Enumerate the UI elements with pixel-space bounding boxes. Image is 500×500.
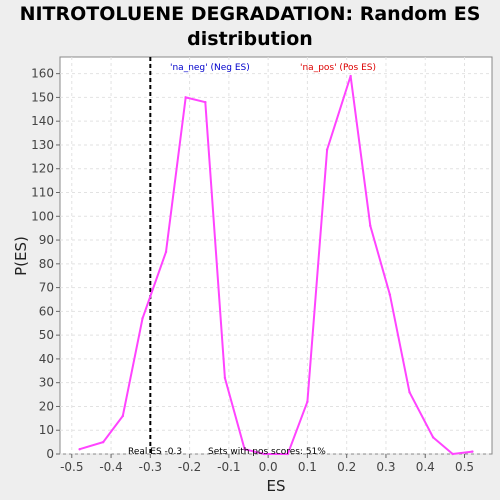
series-point	[165, 251, 167, 253]
y-tick-label: 20	[39, 399, 54, 413]
series-point	[78, 448, 80, 450]
x-tick-label: -0.3	[139, 460, 162, 474]
y-tick-label: 30	[39, 376, 54, 390]
series-point	[204, 101, 206, 103]
y-tick-label: 70	[39, 281, 54, 295]
series-point	[452, 453, 454, 455]
series-point	[184, 96, 186, 98]
x-axis-ticks: -0.5 -0.4 -0.3 -0.2 -0.1 0.0 0.1 0.2 0.3 0.4 0.5	[60, 454, 474, 474]
series-point	[141, 317, 143, 319]
x-tick-label: -0.1	[217, 460, 240, 474]
y-axis-label: P(ES)	[12, 236, 30, 276]
pos-scores-label: Sets with pos scores: 51%	[208, 447, 326, 457]
y-tick-label: 130	[31, 138, 54, 152]
x-tick-label: 0.3	[376, 460, 395, 474]
y-tick-label: 0	[46, 447, 54, 461]
real-es-label: Real ES -0.3	[128, 447, 182, 457]
x-tick-label: -0.4	[99, 460, 122, 474]
y-tick-label: 80	[39, 257, 54, 271]
y-tick-label: 100	[31, 209, 54, 223]
y-tick-label: 10	[39, 423, 54, 437]
y-axis-ticks: 0 10 20 30 40 50 60 70 80 90 100 110 120 130 140 150 160	[31, 67, 60, 461]
series-point	[349, 75, 351, 77]
x-axis-label: ES	[267, 477, 286, 495]
series-point	[224, 377, 226, 379]
y-tick-label: 50	[39, 328, 54, 342]
neg-label: 'na_neg' (Neg ES)	[170, 63, 250, 73]
pos-label: 'na_pos' (Pos ES)	[300, 63, 376, 73]
series-point	[122, 415, 124, 417]
series-point	[471, 450, 473, 452]
series-point	[389, 294, 391, 296]
plot-area	[60, 57, 492, 454]
x-tick-label: 0.4	[416, 460, 435, 474]
x-tick-label: 0.2	[337, 460, 356, 474]
series-point	[326, 149, 328, 151]
y-tick-label: 90	[39, 233, 54, 247]
series-point	[102, 441, 104, 443]
x-tick-label: -0.5	[60, 460, 83, 474]
x-tick-label: 0.5	[455, 460, 474, 474]
y-tick-label: 120	[31, 162, 54, 176]
y-tick-label: 110	[31, 186, 54, 200]
series-point	[432, 436, 434, 438]
y-tick-label: 140	[31, 114, 54, 128]
y-tick-label: 40	[39, 352, 54, 366]
y-tick-label: 60	[39, 304, 54, 318]
x-tick-label: -0.2	[178, 460, 201, 474]
y-tick-label: 150	[31, 90, 54, 104]
y-tick-label: 160	[31, 67, 54, 81]
series-point	[306, 401, 308, 403]
series-point	[408, 391, 410, 393]
x-tick-label: 0.1	[298, 460, 317, 474]
series-point	[369, 225, 371, 227]
x-tick-label: 0.0	[259, 460, 278, 474]
